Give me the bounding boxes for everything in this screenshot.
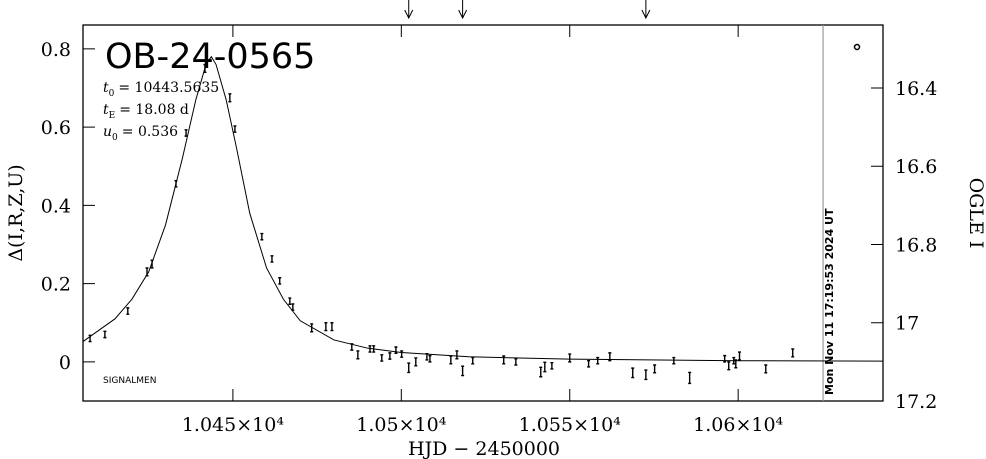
y2-tick-label: 16.8 <box>895 234 937 256</box>
data-point <box>471 356 475 365</box>
arrow <box>404 0 414 20</box>
data-point <box>270 255 274 263</box>
param-symbol: u <box>103 124 112 140</box>
y-tick-label: 0.8 <box>41 39 71 61</box>
data-point <box>288 297 292 306</box>
data-point <box>184 129 188 137</box>
data-point <box>145 267 149 277</box>
data-point <box>126 307 130 315</box>
data-point <box>732 356 736 365</box>
data-point <box>461 365 465 377</box>
param: tE = 18.08 d <box>103 102 189 121</box>
y-tick-label: 0.2 <box>41 274 71 296</box>
data-point <box>380 354 384 362</box>
data-point <box>394 346 398 354</box>
chart-title: OB-24-0565 <box>105 37 315 77</box>
data-point <box>150 259 154 269</box>
x-tick-label: 1.055×10⁴ <box>519 414 621 436</box>
param: u0 = 0.536 <box>103 124 178 143</box>
data-point <box>550 361 554 370</box>
x-axis-label: HJD − 2450000 <box>408 438 560 459</box>
param-symbol: t <box>103 80 109 96</box>
data-point <box>608 352 612 362</box>
data-point <box>260 232 264 241</box>
annotation: SIGNALMEN <box>103 376 156 386</box>
x-tick-label: 1.045×10⁴ <box>182 414 284 436</box>
data-point <box>723 354 727 363</box>
y-tick-label: 0.6 <box>41 117 71 139</box>
data-point <box>425 352 429 361</box>
data-point <box>388 352 392 360</box>
params: t0 = 10443.5635 tE = 18.08 d u0 = 0.536 <box>103 80 219 143</box>
param: t0 = 10443.5635 <box>103 80 219 99</box>
data-point <box>596 356 600 365</box>
data-point <box>330 322 334 332</box>
x-tick-label: 1.05×10⁴ <box>356 414 446 436</box>
data-point <box>791 348 795 358</box>
param-symbol: t <box>103 102 109 118</box>
data-point <box>291 303 295 311</box>
data-point <box>449 355 453 365</box>
data-point <box>324 322 328 332</box>
data-point <box>727 361 731 371</box>
y2-tick-label: 16.6 <box>895 156 937 178</box>
param-value: = 18.08 d <box>119 102 189 118</box>
data-point <box>568 353 572 363</box>
data-point <box>278 277 282 285</box>
plot-frame <box>82 24 884 402</box>
data-point <box>764 364 768 374</box>
data-point <box>400 350 404 358</box>
data-point <box>368 345 372 353</box>
data-point <box>88 334 92 343</box>
data-point <box>539 366 543 378</box>
y2-axis-label: OGLE I <box>965 178 986 249</box>
arrow <box>458 0 468 20</box>
data-point <box>103 330 107 339</box>
data-point <box>372 345 376 353</box>
data-point <box>455 350 459 360</box>
x-tick-label: 1.06×10⁴ <box>693 414 783 436</box>
data-point <box>514 358 518 366</box>
data-point <box>203 63 207 74</box>
data-point <box>350 343 354 351</box>
data-point <box>653 364 657 374</box>
y2-tick-label: 17.2 <box>895 391 937 413</box>
data-point <box>543 361 547 373</box>
data-point <box>428 354 432 363</box>
y2-tick-label: 16.4 <box>895 78 937 100</box>
param-value: = 10443.5635 <box>118 80 219 96</box>
param-value: = 0.536 <box>122 124 178 140</box>
data-point <box>734 359 738 369</box>
legend-symbol <box>853 43 861 51</box>
data-point <box>228 93 232 103</box>
timestamp: Mon Nov 11 17:19:53 2024 UT <box>823 208 836 395</box>
data-point <box>672 356 676 365</box>
data-point <box>233 125 237 133</box>
data-point <box>414 357 418 367</box>
data-point <box>631 367 635 379</box>
data-point <box>356 350 360 360</box>
y-tick-label: 0.4 <box>41 195 71 217</box>
param-sub: 0 <box>109 89 115 99</box>
data-point <box>688 371 692 385</box>
data-point <box>174 180 178 188</box>
data-point <box>407 362 411 374</box>
y-axis-label: Δ(I,R,Z,U) <box>5 164 27 261</box>
y2-tick-label: 17 <box>895 313 919 335</box>
data-point <box>587 360 591 368</box>
data-point <box>738 351 742 361</box>
data-point <box>502 355 506 365</box>
param-sub: 0 <box>112 133 118 143</box>
param-sub: E <box>109 111 116 121</box>
arrow <box>641 0 651 20</box>
data-point <box>310 323 314 333</box>
y-tick-label: 0 <box>59 352 71 374</box>
data-point <box>644 369 648 381</box>
model-curve <box>82 55 884 362</box>
